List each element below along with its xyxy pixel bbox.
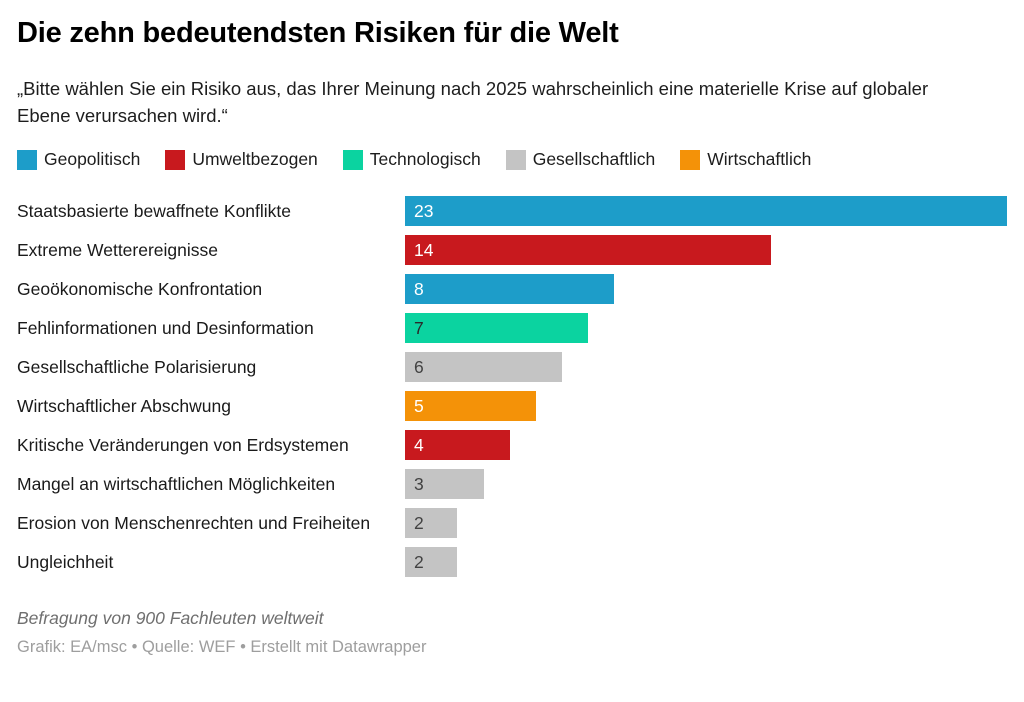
bar: 6 — [405, 352, 563, 382]
bar: 7 — [405, 313, 589, 343]
bar-category-label: Wirtschaftlicher Abschwung — [17, 395, 231, 416]
bar-value-label: 8 — [414, 278, 424, 299]
bar-category-label: Ungleichheit — [17, 551, 114, 572]
bar-value-label: 2 — [414, 512, 424, 533]
bar-category-label: Extreme Wetterereignisse — [17, 239, 219, 260]
bar: 3 — [405, 469, 484, 499]
bar: 2 — [405, 508, 458, 538]
bar-row: Erosion von Menschenrechten und Freiheit… — [17, 508, 1007, 538]
bar: 2 — [405, 547, 458, 577]
legend-item-umweltbezogen: Umweltbezogen — [165, 149, 318, 170]
bar-value-label: 7 — [414, 317, 424, 338]
legend-label: Gesellschaftlich — [532, 149, 656, 169]
legend-swatch-icon — [342, 149, 363, 170]
legend-swatch-icon — [680, 149, 701, 170]
chart-legend: Geopolitisch Umweltbezogen Technologisch Ge… — [17, 149, 1007, 170]
legend-swatch-icon — [505, 149, 526, 170]
bar-track: 8 — [405, 274, 1007, 304]
bar: 23 — [405, 196, 1007, 226]
bar-category-label: Fehlinformationen und Desinformation — [17, 317, 314, 338]
legend-item-gesellschaftlich: Gesellschaftlich — [505, 149, 656, 170]
legend-label: Geopolitisch — [44, 149, 141, 169]
bar-row: Extreme Wetterereignisse 14 — [17, 235, 1007, 265]
bar-value-label: 2 — [414, 551, 424, 572]
bar-row: Wirtschaftlicher Abschwung 5 — [17, 391, 1007, 421]
bar-track: 23 — [405, 196, 1007, 226]
bar-row: Mangel an wirtschaftlichen Möglichkeiten… — [17, 469, 1007, 499]
legend-item-wirtschaftlich: Wirtschaftlich — [680, 149, 811, 170]
bar-track: 3 — [405, 469, 1007, 499]
legend-label: Umweltbezogen — [192, 149, 318, 169]
bar-row: Kritische Veränderungen von Erdsystemen 4 — [17, 430, 1007, 460]
legend-label: Technologisch — [369, 149, 481, 169]
legend-item-geopolitisch: Geopolitisch — [17, 149, 140, 170]
bar: 5 — [405, 391, 536, 421]
bar-row: Gesellschaftliche Polarisierung 6 — [17, 352, 1007, 382]
bar-track: 7 — [405, 313, 1007, 343]
bar-track: 6 — [405, 352, 1007, 382]
bar-value-label: 5 — [414, 395, 424, 416]
bar-track: 4 — [405, 430, 1007, 460]
legend-swatch-icon — [165, 149, 186, 170]
bar-row: Staatsbasierte bewaffnete Konflikte 23 — [17, 196, 1007, 226]
bar-value-label: 3 — [414, 473, 424, 494]
bar-track: 14 — [405, 235, 1007, 265]
bar-value-label: 4 — [414, 434, 424, 455]
bar-category-label: Mangel an wirtschaftlichen Möglichkeiten — [17, 473, 336, 494]
bar-track: 2 — [405, 547, 1007, 577]
bar: 14 — [405, 235, 772, 265]
bar-category-label: Gesellschaftliche Polarisierung — [17, 356, 257, 377]
bar-category-label: Geoökonomische Konfrontation — [17, 278, 263, 299]
legend-label: Wirtschaftlich — [707, 149, 812, 169]
bar: 8 — [405, 274, 615, 304]
legend-swatch-icon — [17, 149, 37, 170]
bar-row: Fehlinformationen und Desinformation 7 — [17, 313, 1007, 343]
bar-value-label: 23 — [414, 200, 434, 221]
legend-item-technologisch: Technologisch — [342, 149, 481, 170]
bar-track: 2 — [405, 508, 1007, 538]
bar-row: Ungleichheit 2 — [17, 547, 1007, 577]
bar-value-label: 6 — [414, 356, 424, 377]
bar-category-label: Kritische Veränderungen von Erdsystemen — [17, 434, 349, 455]
bar-category-label: Erosion von Menschenrechten und Freiheit… — [17, 512, 371, 533]
bar-category-label: Staatsbasierte bewaffnete Konflikte — [17, 200, 292, 221]
bar-track: 5 — [405, 391, 1007, 421]
bar-value-label: 14 — [414, 239, 434, 260]
bar-row: Geoökonomische Konfrontation 8 — [17, 274, 1007, 304]
chart-credits: Grafik: EA/msc • Quelle: WEF • Erstellt … — [17, 638, 427, 656]
bar-chart: Staatsbasierte bewaffnete Konflikte 23 Ext… — [17, 196, 1007, 577]
chart-subtitle: „Bitte wählen Sie ein Risiko aus, das Ih… — [17, 78, 929, 126]
chart-note: Befragung von 900 Fachleuten weltweit — [17, 608, 324, 628]
bar: 4 — [405, 430, 510, 460]
chart-title: Die zehn bedeutendsten Risiken für die W… — [17, 17, 619, 49]
